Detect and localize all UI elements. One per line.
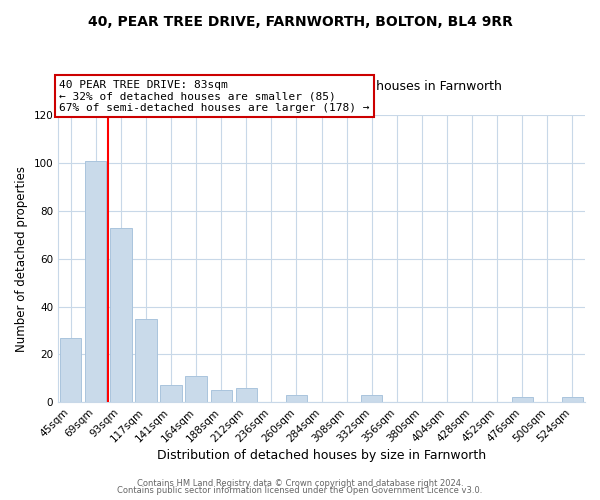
Bar <box>562 398 583 402</box>
Bar <box>185 376 207 402</box>
Text: Contains HM Land Registry data © Crown copyright and database right 2024.: Contains HM Land Registry data © Crown c… <box>137 478 463 488</box>
Bar <box>60 338 82 402</box>
Bar <box>361 395 382 402</box>
Text: 40 PEAR TREE DRIVE: 83sqm
← 32% of detached houses are smaller (85)
67% of semi-: 40 PEAR TREE DRIVE: 83sqm ← 32% of detac… <box>59 80 370 113</box>
Bar <box>236 388 257 402</box>
Bar <box>110 228 131 402</box>
Bar <box>160 386 182 402</box>
Bar <box>512 398 533 402</box>
Bar <box>211 390 232 402</box>
Title: Size of property relative to detached houses in Farnworth: Size of property relative to detached ho… <box>142 80 502 94</box>
Bar <box>85 161 106 402</box>
X-axis label: Distribution of detached houses by size in Farnworth: Distribution of detached houses by size … <box>157 450 486 462</box>
Bar <box>136 318 157 402</box>
Y-axis label: Number of detached properties: Number of detached properties <box>15 166 28 352</box>
Bar <box>286 395 307 402</box>
Text: Contains public sector information licensed under the Open Government Licence v3: Contains public sector information licen… <box>118 486 482 495</box>
Text: 40, PEAR TREE DRIVE, FARNWORTH, BOLTON, BL4 9RR: 40, PEAR TREE DRIVE, FARNWORTH, BOLTON, … <box>88 15 512 29</box>
